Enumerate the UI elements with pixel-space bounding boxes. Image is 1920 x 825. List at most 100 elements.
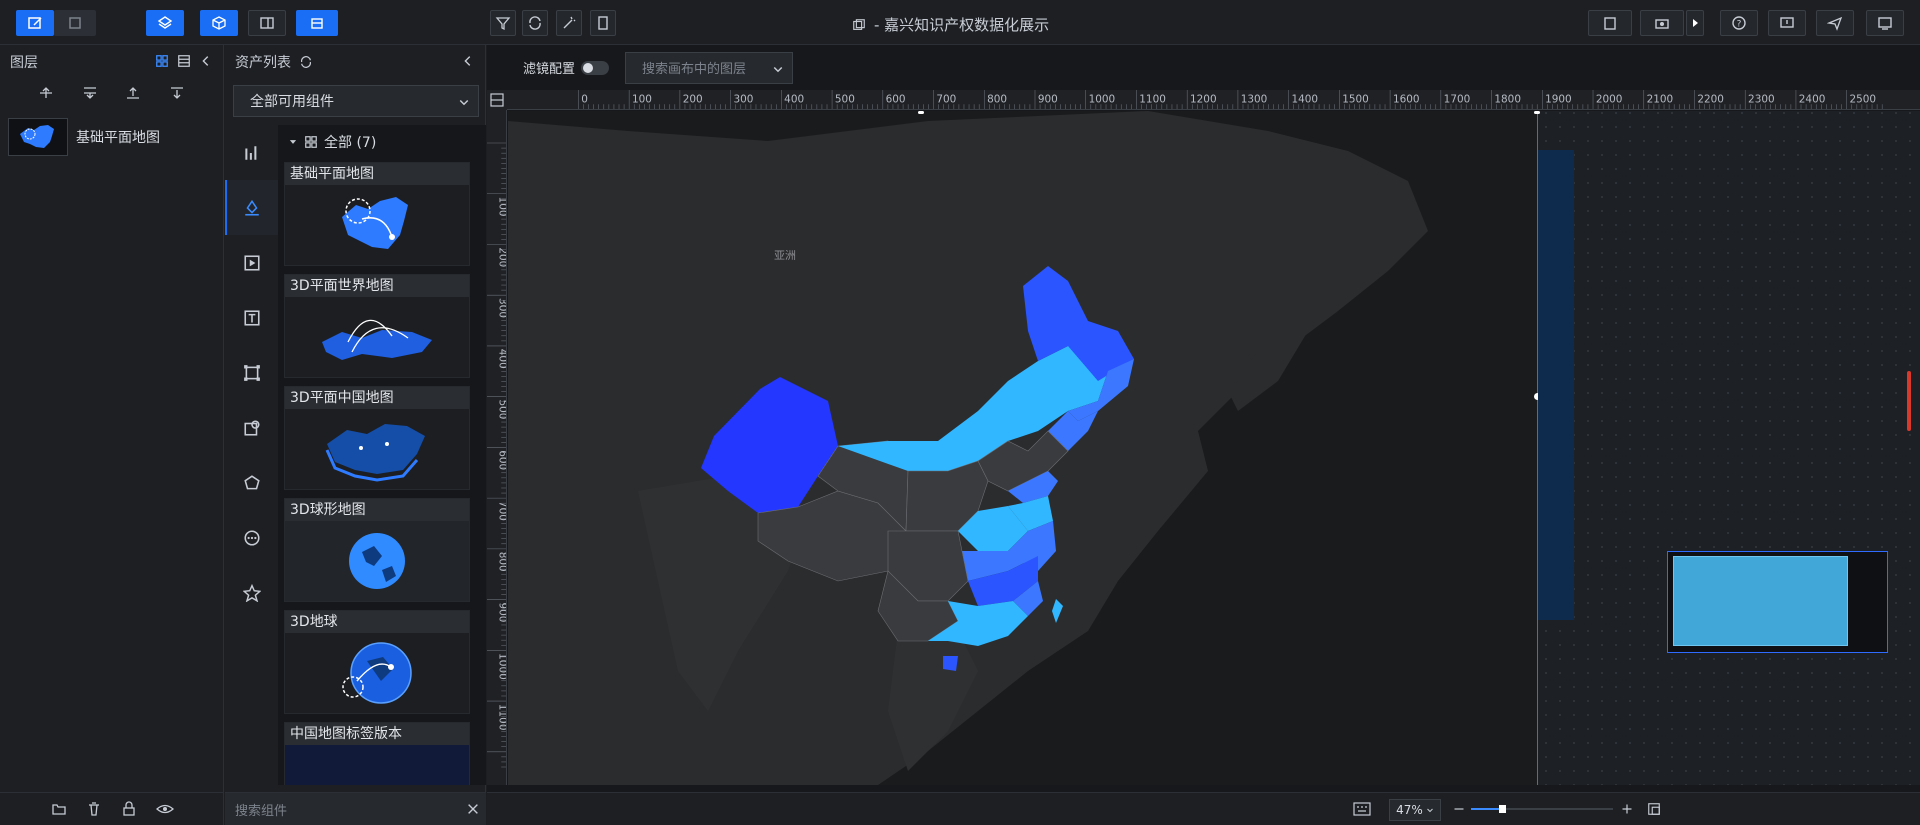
category-interaction[interactable] [225,400,278,455]
category-more[interactable] [225,510,278,565]
publish-button[interactable] [1768,10,1806,36]
component-card-title: 3D球形地图 [285,499,469,521]
layer-actions-bar [0,792,224,825]
filter-toggle[interactable] [581,60,610,75]
refresh-icon[interactable] [299,55,313,69]
folder-icon[interactable] [51,801,67,817]
trash-icon[interactable] [86,801,102,817]
category-media[interactable] [225,235,278,290]
frame-icon [243,364,260,381]
list-view-icon[interactable] [177,54,191,68]
component-card[interactable]: 3D平面世界地图 [284,274,470,378]
ruler-label: 100 [632,93,652,105]
chevron-down-icon [1426,808,1433,813]
page-title: - 嘉兴知识产权数据化展示 [874,16,1050,34]
grid-view-icon[interactable] [155,54,169,68]
ruler-label: 600 [886,93,906,105]
category-chart[interactable] [225,125,278,180]
bring-to-front-icon[interactable] [125,85,141,101]
category-layout[interactable] [225,345,278,400]
send-to-back-icon[interactable] [169,85,185,101]
canvas-status-bar: 47% [487,792,1920,825]
panel-toggle-button[interactable] [248,10,286,36]
ruler-label: 800 [496,552,507,572]
chevron-down-icon [459,99,469,106]
star-icon [242,583,261,602]
component-search[interactable]: 搜索组件 [225,792,486,825]
component-card-title: 基础平面地图 [285,163,469,185]
refresh-button[interactable] [522,10,548,36]
component-group[interactable]: 全部 (7) [278,125,486,158]
clear-button[interactable] [1588,10,1632,36]
zoom-out-icon[interactable] [1453,803,1465,815]
layer-search-select[interactable]: 搜索画布中的图层 [625,51,794,84]
japan-landmass [1228,291,1308,411]
mobile-preview-button[interactable] [590,10,616,36]
horizontal-ruler[interactable]: 0 100 200 300 400 500 600 700 800 900 1000 1100 1200… [507,90,1920,110]
keyboard-icon[interactable] [1353,802,1371,816]
collapse-left-icon[interactable] [199,54,213,68]
mobile-icon [598,16,608,30]
move-down-icon[interactable] [82,85,98,101]
zoom-select[interactable]: 47% [1389,799,1441,821]
filter-button[interactable] [490,10,516,36]
snapshot-button[interactable] [1640,10,1684,36]
fit-screen-icon[interactable] [1647,802,1661,816]
preview-mode-button[interactable] [54,10,96,36]
text-icon [243,309,260,326]
component-filter-select[interactable]: 全部可用组件 [233,85,479,117]
resize-handle-top-right[interactable] [1534,111,1540,114]
components-toggle-button[interactable] [200,10,238,36]
magic-button[interactable] [556,10,582,36]
region-hunan-jiangxi [968,556,1038,606]
zoom-slider-handle[interactable] [1499,805,1506,813]
preview-button[interactable] [1866,10,1904,36]
toolbox-toggle-button[interactable] [296,10,338,36]
camera-icon [1655,19,1669,29]
ruler-label: 100 [496,197,507,217]
resize-handle-top[interactable] [918,111,924,114]
component-card[interactable]: 基础平面地图 [284,162,470,266]
region-fujian [1013,581,1043,616]
ruler-corner[interactable] [487,90,507,110]
layer-item[interactable]: 基础平面地图 [0,116,223,158]
snapshot-menu-button[interactable] [1686,10,1704,36]
base-map-component[interactable]: 亚洲 [508,111,1538,785]
zoom-in-icon[interactable] [1621,803,1633,815]
category-map[interactable] [225,180,278,235]
selection-edge[interactable] [1537,111,1538,785]
bar-chart-icon [244,145,256,160]
ruler-label: 800 [987,93,1007,105]
minimap[interactable] [1667,551,1888,653]
zoom-slider[interactable] [1471,805,1613,813]
region-liaoning [1048,411,1098,451]
category-favorites[interactable] [225,565,278,620]
component-card-preview [285,745,469,785]
vertical-scroll-indicator[interactable] [1907,371,1911,431]
move-up-icon[interactable] [38,85,54,101]
layers-toggle-button[interactable] [146,10,184,36]
collapse-left-icon[interactable] [461,54,475,68]
eye-icon[interactable] [155,801,174,817]
edit-mode-button[interactable] [16,10,54,36]
share-button[interactable] [1816,10,1854,36]
ruler-label: 2500 [1850,93,1877,105]
component-card[interactable]: 3D平面中国地图 [284,386,470,490]
resize-handle[interactable] [1534,393,1541,400]
close-icon[interactable] [466,802,480,816]
toolbox-icon [311,18,323,29]
help-icon: ? [1732,16,1746,30]
grid-icon [305,135,317,148]
ruler-label: 500 [496,400,507,420]
vertical-ruler[interactable]: 100 200 300 400 500 600 700 800 900 1000 1100 [487,110,507,785]
component-card[interactable]: 中国地图标签版本 [284,722,470,785]
component-card[interactable]: 3D地球 [284,610,470,714]
region-jilin [1068,359,1134,421]
lock-icon[interactable] [121,801,137,817]
category-text[interactable] [225,290,278,345]
canvas-stage[interactable]: 亚洲 [508,111,1920,785]
ruler-label: 0 [581,93,588,105]
category-3d[interactable] [225,455,278,510]
component-card[interactable]: 3D球形地图 [284,498,470,602]
help-button[interactable]: ? [1720,10,1758,36]
